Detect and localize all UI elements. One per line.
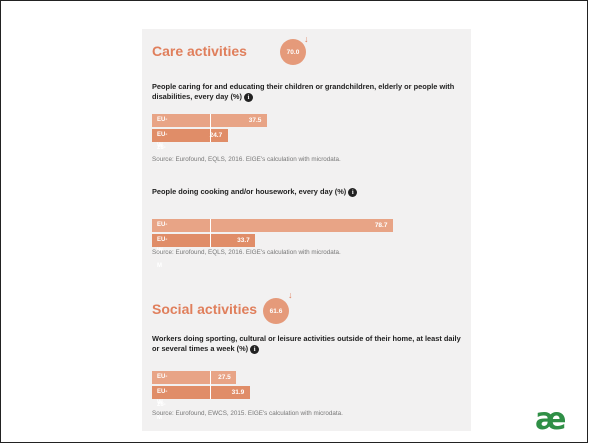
label-divider [210,219,211,247]
chart-title: Workers doing sporting, cultural or leis… [152,334,467,354]
infographic-panel: Care activities 70.0 ↓ People caring for… [142,29,471,431]
bar-category-label: EU-28-M [157,389,168,421]
bar[interactable] [152,129,228,142]
bar[interactable] [152,386,250,399]
bar-value-label: 78.7 [374,222,388,229]
chart-title-text: People doing cooking and/or housework, e… [152,187,347,196]
chart-title-text: Workers doing sporting, cultural or leis… [152,334,461,353]
down-arrow-icon: ↓ [288,290,293,300]
care-section-title: Care activities [152,43,247,59]
bar[interactable] [152,371,237,384]
label-divider [210,114,211,142]
bar-category-label: EU-28-M [157,237,168,269]
chart-title: People doing cooking and/or housework, e… [152,187,467,197]
bar[interactable] [152,219,393,232]
bar-value-label: 31.9 [231,389,245,396]
chart-title-text: People caring for and educating their ch… [152,82,455,101]
logo-glyph: æ [535,405,566,435]
chart-source: Source: Eurofound, EQLS, 2016. EIGE's ca… [152,156,341,163]
chart-title: People caring for and educating their ch… [152,82,467,102]
info-icon[interactable]: i [348,187,358,197]
bar-value-label: 27.5 [218,374,231,381]
chart-source: Source: Eurofound, EWCS, 2015. EIGE's ca… [152,410,343,417]
ae-ligature-logo: æ [533,402,573,440]
bar-value-label: 33.7 [237,237,250,244]
care-score-badge: 70.0 [280,39,306,65]
bar[interactable] [152,234,256,247]
bar-category-label: EU-28-M [157,132,168,164]
chart-source: Source: Eurofound, EQLS, 2016. EIGE's ca… [152,249,341,256]
down-arrow-icon: ↓ [304,34,309,44]
bar[interactable] [152,114,267,127]
social-section-title: Social activities [152,301,258,317]
label-divider [210,371,211,399]
social-score-badge: 61.6 [263,298,289,324]
bar-value-label: 24.7 [209,132,223,139]
info-icon[interactable]: i [250,344,260,354]
info-icon[interactable]: i [243,92,253,102]
bar-value-label: 37.5 [248,117,262,124]
